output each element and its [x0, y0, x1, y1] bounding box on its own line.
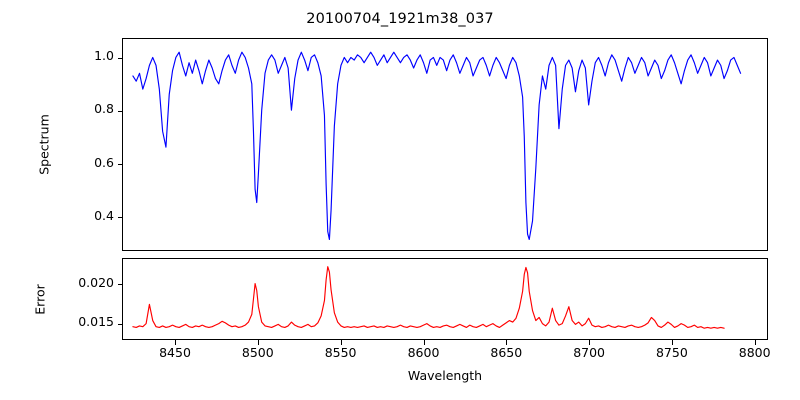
y-tick-label: 0.8 [94, 101, 114, 117]
y-tick-label: 0.015 [78, 314, 114, 330]
y-tick-label: 0.6 [94, 154, 114, 170]
error-plot-area [118, 258, 768, 340]
y-tick-label: 0.4 [94, 207, 114, 223]
error-line-container [123, 259, 767, 339]
x-tick-mark [589, 340, 591, 345]
spectrum-y-axis-ticks: 0.4 0.6 0.8 1.0 [66, 38, 114, 251]
x-tick-label: 8650 [490, 345, 523, 360]
x-tick-mark [257, 340, 259, 345]
y-tick-mark [118, 110, 123, 112]
figure-title: 20100704_1921m38_037 [306, 11, 494, 27]
y-tick-mark [118, 284, 123, 286]
x-tick-mark [506, 340, 508, 345]
x-tick-label: 8600 [407, 345, 440, 360]
x-tick-mark [340, 340, 342, 345]
error-axis-label: Error [32, 284, 48, 315]
y-tick-label: 0.020 [78, 274, 114, 290]
error-series-line [133, 267, 724, 329]
spectrum-line-svg [123, 39, 767, 250]
y-tick-label: 1.0 [94, 48, 114, 64]
y-tick-mark [118, 217, 123, 219]
spectrum-line-container [123, 39, 767, 250]
x-axis-ticks: 8450 8500 8550 8600 8650 8700 8750 8800 [122, 340, 771, 362]
error-y-axis-ticks: 0.015 0.020 [66, 258, 114, 340]
x-tick-mark [754, 340, 756, 345]
x-tick-mark [423, 340, 425, 345]
x-axis-label: Wavelength [407, 368, 483, 383]
x-tick-label: 8450 [159, 345, 191, 360]
spectrum-axis-label: Spectrum [36, 114, 52, 175]
spectrum-series-line [133, 52, 741, 239]
x-tick-label: 8550 [324, 345, 357, 360]
error-line-svg [123, 259, 767, 339]
x-tick-mark [671, 340, 673, 345]
x-tick-mark [175, 340, 177, 345]
y-tick-mark [118, 164, 123, 166]
x-tick-label: 8750 [655, 345, 688, 360]
x-tick-label: 8700 [573, 345, 605, 360]
spectrum-plot-area [118, 38, 768, 251]
x-tick-label: 8800 [738, 345, 771, 360]
y-tick-mark [118, 323, 123, 325]
y-tick-mark [118, 57, 123, 59]
x-axis-tick-marks [122, 340, 768, 346]
x-tick-label: 8500 [241, 345, 274, 360]
